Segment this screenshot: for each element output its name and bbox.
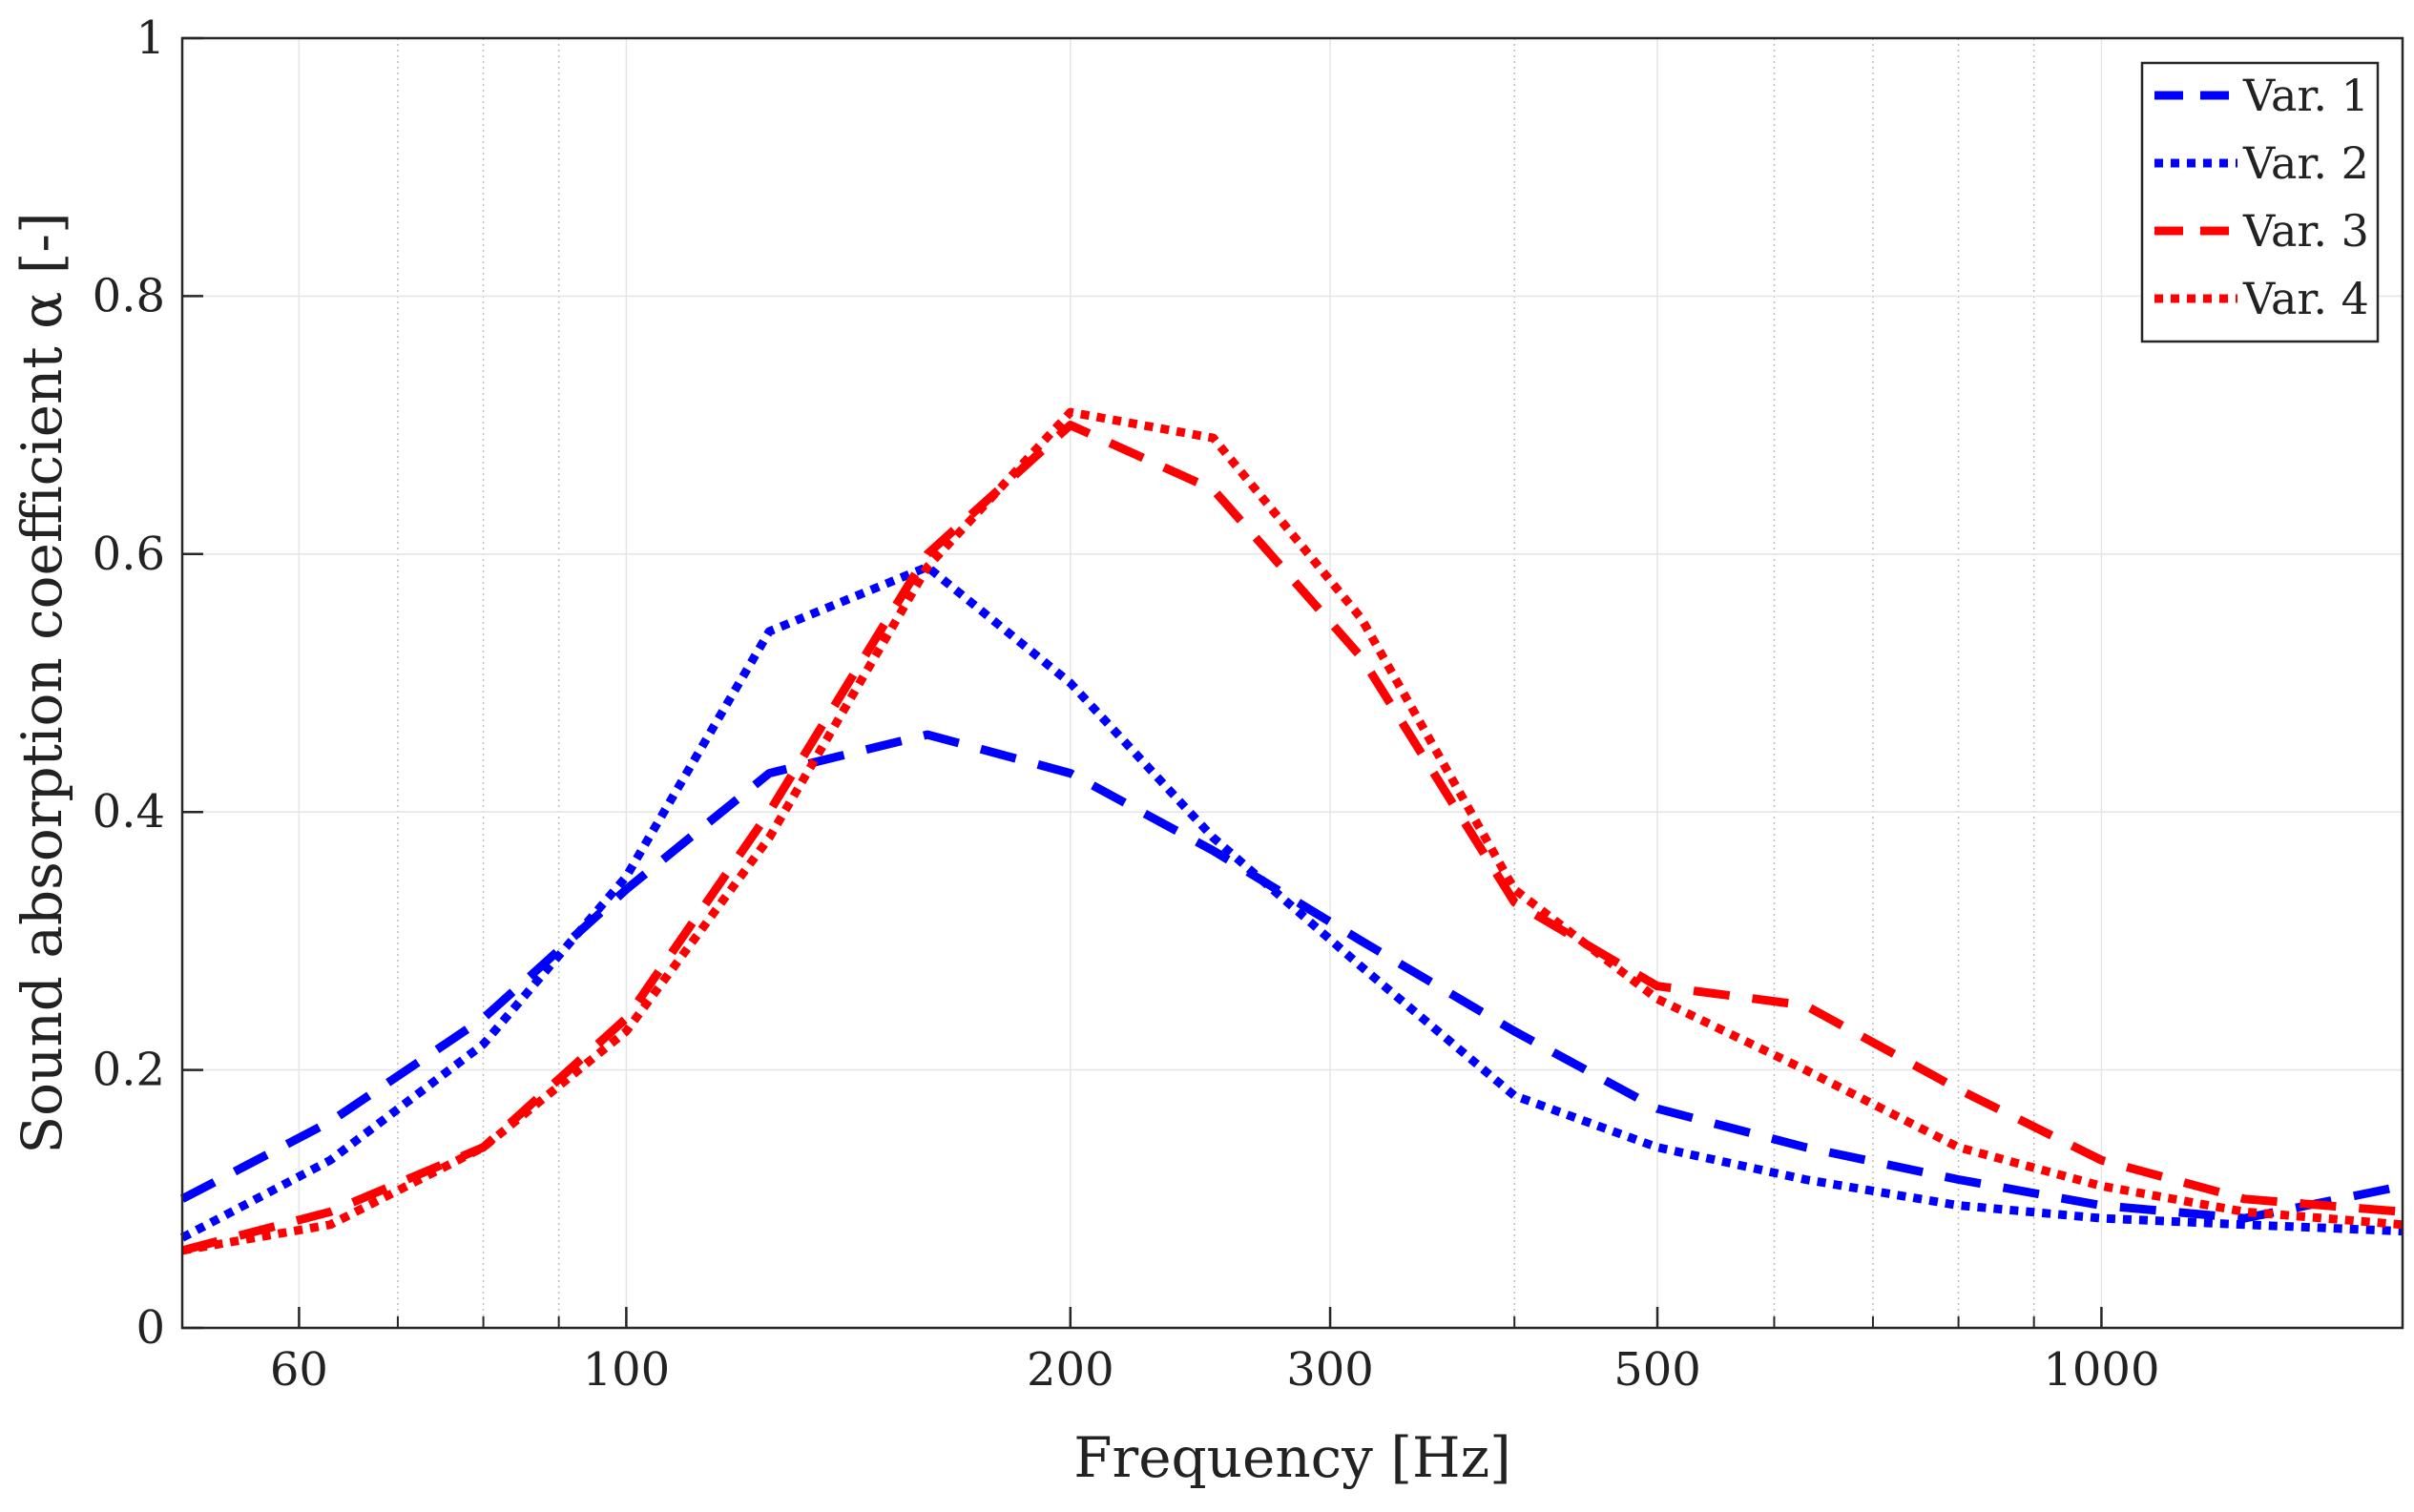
tick-layer: 0 0.2 0.4 0.6 0.8 1 60 100 200 300 500 1000 xyxy=(93,11,2160,1397)
legend-label-var-4: Var. 4 xyxy=(2242,273,2369,324)
series-layer xyxy=(179,407,2404,1255)
legend: Var. 1 Var. 2 Var. 3 Var. 4 xyxy=(2140,61,2380,343)
series-line-var-4 xyxy=(181,407,2404,1255)
plot-frame xyxy=(180,36,2404,1330)
y-axis-label: Sound absorption coefficient α [-] xyxy=(10,212,74,1153)
x-tick-label: 60 xyxy=(270,1343,328,1397)
y-tick-label: 1 xyxy=(135,11,165,65)
y-tick-label: 0 xyxy=(135,1301,165,1355)
y-tick-label: 0.2 xyxy=(93,1044,165,1097)
x-tick-label: 1000 xyxy=(2043,1343,2159,1397)
series-line-var-2 xyxy=(179,562,2404,1242)
y-tick-label: 0.6 xyxy=(93,528,165,581)
x-tick-label: 300 xyxy=(1286,1343,1374,1397)
legend-label-var-3: Var. 3 xyxy=(2242,205,2369,257)
legend-label-var-1: Var. 1 xyxy=(2242,70,2369,121)
legend-label-var-2: Var. 2 xyxy=(2242,137,2369,189)
y-tick-label: 0.8 xyxy=(93,269,165,322)
x-tick-label: 200 xyxy=(1027,1343,1114,1397)
legend-box xyxy=(2140,61,2380,343)
series-line-var-3 xyxy=(180,421,2404,1255)
x-tick-label: 100 xyxy=(583,1343,671,1397)
y-tick-label: 0.4 xyxy=(93,785,165,839)
x-axis-label: Frequency [Hz] xyxy=(1073,1425,1511,1490)
x-tick-label: 500 xyxy=(1613,1343,1701,1397)
